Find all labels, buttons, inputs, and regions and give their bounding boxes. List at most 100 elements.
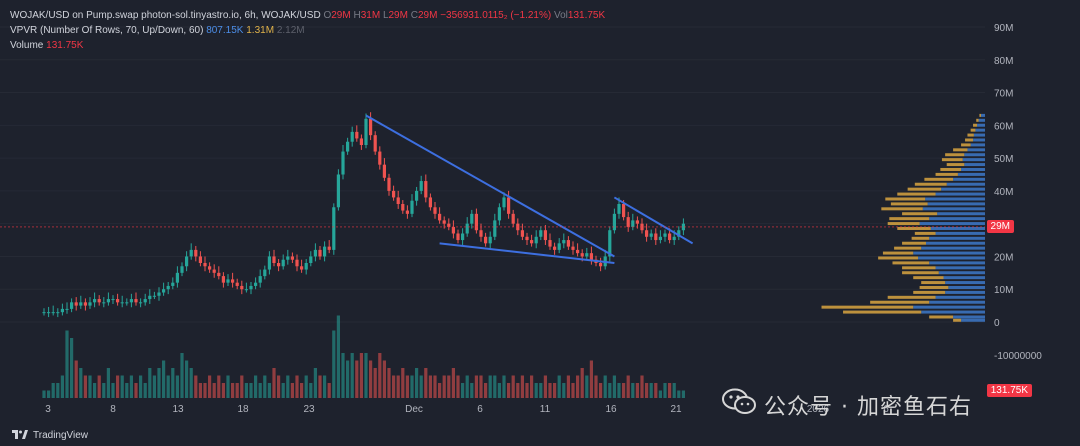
candle-body	[557, 243, 561, 250]
candle-body	[612, 213, 616, 231]
volume-bar	[608, 383, 612, 398]
vpvr-bar-down	[902, 212, 938, 216]
chart-legend: WOJAK/USD on Pump.swap photon-sol.tinyas…	[10, 8, 605, 53]
volume-bar	[180, 353, 184, 398]
volume-bar	[382, 360, 386, 398]
volume-bar	[47, 390, 51, 398]
watermark: 公众号 · 加密鱼石右	[722, 388, 972, 422]
vpvr-bar-down	[914, 231, 936, 235]
volume-bar	[235, 383, 239, 398]
candle-body	[585, 253, 589, 257]
candle-body	[217, 272, 221, 277]
tradingview-logo[interactable]: TradingView	[12, 430, 88, 441]
volume-bar	[497, 383, 501, 398]
volume-bar	[148, 368, 152, 398]
ohlc-low-value: 29M	[388, 10, 408, 21]
volume-bar	[401, 368, 405, 398]
volume-bar	[56, 383, 60, 398]
candle-body	[355, 131, 359, 139]
volume-bar	[645, 383, 649, 398]
symbol-title[interactable]: WOJAK/USD on Pump.swap photon-sol.tinyas…	[10, 10, 321, 21]
vpvr-bar-up	[945, 281, 985, 285]
volume-bar	[263, 375, 267, 398]
volume-legend-row: Volume 131.75K	[10, 38, 605, 53]
candle-body	[622, 204, 626, 218]
y-tick-label: 90M	[994, 23, 1013, 34]
volume-bar	[507, 383, 511, 398]
volume-bar	[111, 383, 115, 398]
candle-body	[392, 190, 396, 198]
vpvr-bar-up	[961, 167, 985, 171]
candle-body	[382, 164, 386, 178]
candle-body	[244, 289, 248, 291]
volume-bar	[622, 383, 626, 398]
candle-body	[277, 263, 281, 267]
volume-value: 131.75K	[46, 40, 84, 51]
candle-body	[635, 220, 639, 224]
vpvr-bar-up	[981, 113, 985, 117]
volume-bar	[185, 360, 189, 398]
candle-body	[254, 282, 258, 286]
candle-body	[221, 276, 225, 283]
volume-bar	[281, 383, 285, 398]
vol-label: Vol	[554, 10, 568, 21]
y-tick-label: 80M	[994, 56, 1013, 67]
vpvr-bar-down	[924, 177, 954, 181]
vpvr-bar-up	[929, 261, 985, 265]
volume-bar	[649, 383, 653, 398]
volume-bar	[300, 383, 304, 398]
candle-body	[60, 308, 64, 313]
volume-bar	[594, 375, 598, 398]
volume-bar	[571, 383, 575, 398]
candle-body	[295, 259, 299, 267]
vpvr-bar-down	[953, 318, 962, 322]
candle-body	[327, 246, 331, 250]
volume-bar	[635, 383, 639, 398]
volume-bar	[677, 390, 681, 398]
vpvr-bar-up	[962, 158, 985, 162]
volume-bar	[152, 375, 156, 398]
volume-bar	[221, 383, 225, 398]
trendlines[interactable]	[365, 114, 694, 264]
volume-bar	[226, 375, 230, 398]
volume-bar	[97, 375, 101, 398]
volume-bar	[658, 390, 662, 398]
candle-body	[88, 302, 92, 306]
candle-body	[318, 249, 322, 257]
volume-bar	[442, 375, 446, 398]
volume-bar	[129, 375, 133, 398]
volume-bar	[479, 375, 483, 398]
time-axis[interactable]: 3 8 13 18 23 Dec 6 11 16 21 2026 6	[45, 404, 889, 415]
candle-body	[548, 240, 552, 247]
vpvr-legend-row: VPVR (Number Of Rows, 70, Up/Down, 60) 8…	[10, 23, 605, 38]
candle-body	[350, 131, 354, 142]
volume-bar	[557, 375, 561, 398]
x-tick-label: 2026	[807, 404, 830, 415]
vpvr-bar-down	[970, 128, 976, 132]
candle-body	[530, 240, 534, 244]
vpvr-bar-up	[929, 300, 985, 304]
candle-body	[231, 279, 235, 283]
candle-body	[470, 213, 474, 224]
candle-body	[428, 197, 432, 208]
volume-bars	[42, 315, 685, 398]
volume-bar	[488, 375, 492, 398]
volume-bar	[295, 375, 299, 398]
vpvr-bar-down	[941, 158, 963, 162]
volume-bar	[640, 375, 644, 398]
volume-bar	[405, 375, 409, 398]
trendline	[613, 196, 694, 245]
volume-bar	[346, 360, 350, 398]
volume-label[interactable]: Volume	[10, 40, 44, 51]
candle-body	[387, 177, 391, 191]
price-axis[interactable]: 90M80M70M60M50M40M30M20M10M0-10000000	[994, 23, 1042, 362]
candle-body	[346, 141, 350, 152]
candle-body	[359, 138, 363, 145]
candle-body	[373, 135, 377, 152]
x-tick-label: 21	[670, 404, 682, 415]
volume-bar	[456, 375, 460, 398]
vpvr-label[interactable]: VPVR (Number Of Rows, 70, Up/Down, 60)	[10, 25, 204, 36]
volume-bar	[258, 383, 262, 398]
vpvr-bar-up	[935, 192, 985, 196]
